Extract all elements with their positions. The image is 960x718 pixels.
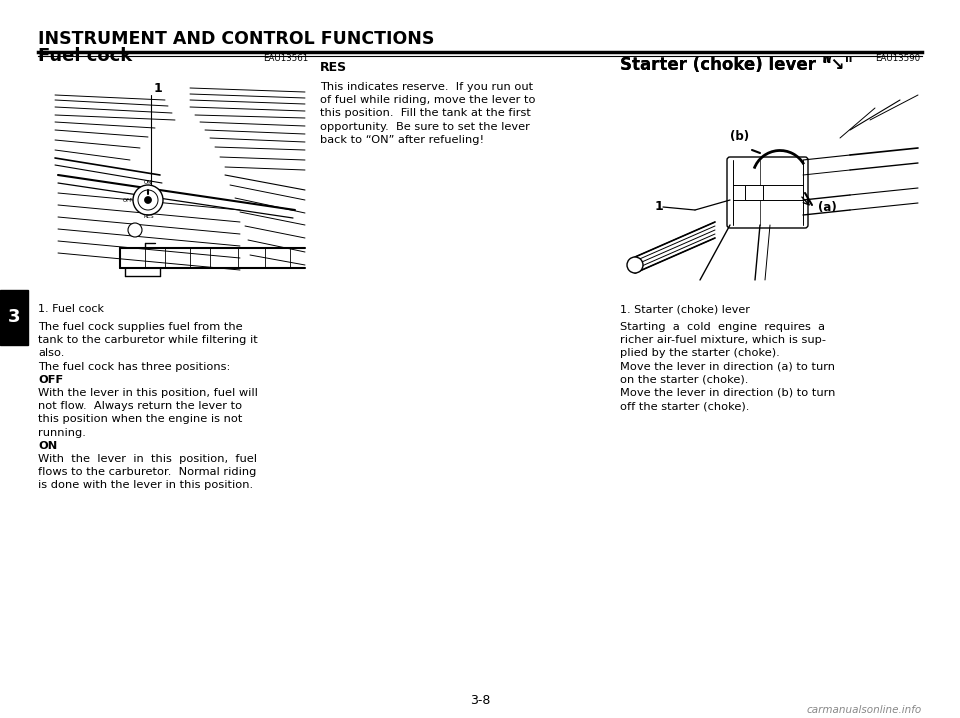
Bar	[0, 290, 28, 345]
Text: this position when the engine is not: this position when the engine is not	[38, 414, 242, 424]
Circle shape	[145, 197, 152, 203]
Text: This indicates reserve.  If you run out: This indicates reserve. If you run out	[320, 82, 533, 92]
Text: Starter (choke) lever “: Starter (choke) lever “	[620, 56, 832, 74]
Bar	[745, 185, 763, 200]
Text: running.: running.	[38, 428, 85, 437]
FancyBboxPatch shape	[727, 157, 808, 228]
Text: 1: 1	[154, 82, 163, 95]
Text: With  the  lever  in  this  position,  fuel: With the lever in this position, fuel	[38, 454, 257, 464]
Circle shape	[128, 223, 142, 237]
Text: (a): (a)	[818, 200, 837, 213]
Text: tank to the carburetor while filtering it: tank to the carburetor while filtering i…	[38, 335, 257, 345]
Text: OFF: OFF	[38, 375, 63, 385]
Text: With the lever in this position, fuel will: With the lever in this position, fuel wi…	[38, 388, 258, 398]
Text: 1: 1	[655, 200, 663, 213]
Bar	[50, 80, 308, 295]
Text: this position.  Fill the tank at the first: this position. Fill the tank at the firs…	[320, 108, 531, 118]
Circle shape	[627, 257, 643, 273]
Text: RES: RES	[320, 61, 348, 74]
Bar	[622, 80, 918, 295]
Text: 3: 3	[8, 309, 20, 327]
Text: EAU13561: EAU13561	[263, 54, 308, 63]
Text: back to “ON” after refueling!: back to “ON” after refueling!	[320, 135, 484, 145]
Text: carmanualsonline.info: carmanualsonline.info	[806, 705, 922, 715]
Text: 1. Fuel cock: 1. Fuel cock	[38, 304, 104, 314]
Text: plied by the starter (choke).: plied by the starter (choke).	[620, 348, 780, 358]
Text: OFF: OFF	[123, 197, 133, 202]
Text: flows to the carburetor.  Normal riding: flows to the carburetor. Normal riding	[38, 467, 256, 477]
Text: also.: also.	[38, 348, 64, 358]
Text: Move the lever in direction (a) to turn: Move the lever in direction (a) to turn	[620, 362, 835, 372]
Text: of fuel while riding, move the lever to: of fuel while riding, move the lever to	[320, 95, 536, 106]
Circle shape	[133, 185, 163, 215]
Text: richer air-fuel mixture, which is sup-: richer air-fuel mixture, which is sup-	[620, 335, 826, 345]
Text: 1. Starter (choke) lever: 1. Starter (choke) lever	[620, 304, 750, 314]
Text: The fuel cock supplies fuel from the: The fuel cock supplies fuel from the	[38, 322, 243, 332]
Circle shape	[138, 190, 158, 210]
Text: Fuel cock: Fuel cock	[38, 47, 132, 65]
Text: The fuel cock has three positions:: The fuel cock has three positions:	[38, 362, 230, 372]
Text: on the starter (choke).: on the starter (choke).	[620, 375, 749, 385]
Text: 3-8: 3-8	[469, 694, 491, 707]
Text: Starter (choke) lever "↘": Starter (choke) lever "↘"	[620, 56, 853, 74]
Text: (b): (b)	[731, 130, 750, 143]
Text: EAU13590: EAU13590	[875, 54, 920, 63]
Text: opportunity.  Be sure to set the lever: opportunity. Be sure to set the lever	[320, 121, 530, 131]
Text: INSTRUMENT AND CONTROL FUNCTIONS: INSTRUMENT AND CONTROL FUNCTIONS	[38, 30, 434, 48]
Text: RES: RES	[144, 214, 155, 219]
Text: Move the lever in direction (b) to turn: Move the lever in direction (b) to turn	[620, 388, 835, 398]
Text: ON: ON	[144, 180, 153, 185]
Text: not flow.  Always return the lever to: not flow. Always return the lever to	[38, 401, 242, 411]
Text: Starting  a  cold  engine  requires  a: Starting a cold engine requires a	[620, 322, 825, 332]
Text: is done with the lever in this position.: is done with the lever in this position.	[38, 480, 253, 490]
Text: off the starter (choke).: off the starter (choke).	[620, 401, 750, 411]
Text: ON: ON	[38, 441, 58, 451]
